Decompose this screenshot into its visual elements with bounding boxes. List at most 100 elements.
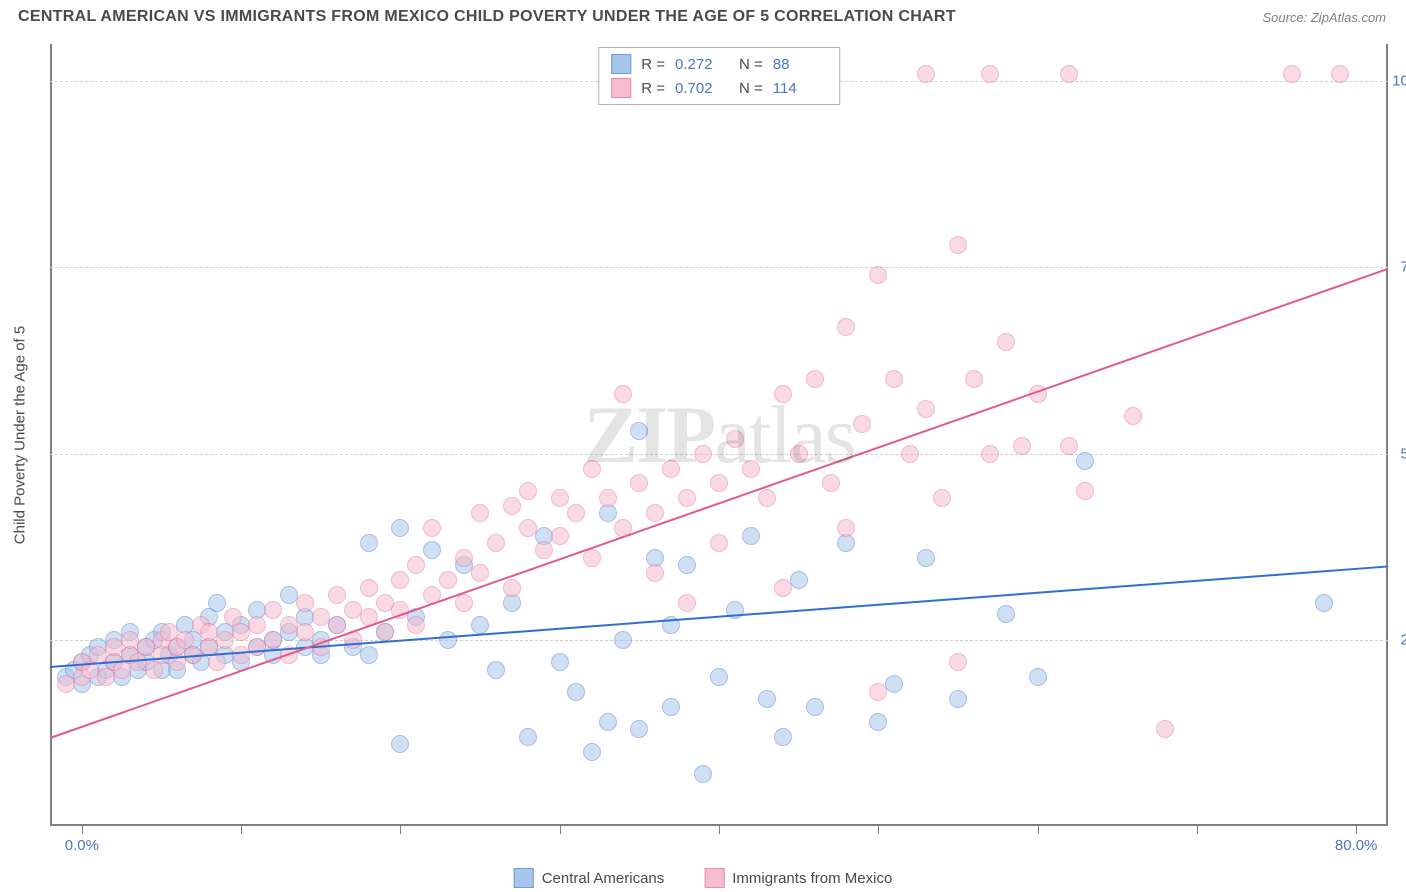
scatter-point <box>551 489 569 507</box>
y-axis-line-right <box>1386 44 1388 826</box>
scatter-point <box>949 236 967 254</box>
scatter-point <box>487 534 505 552</box>
scatter-point <box>519 728 537 746</box>
scatter-point <box>901 445 919 463</box>
scatter-point <box>646 564 664 582</box>
scatter-point <box>583 743 601 761</box>
x-tick-label: 80.0% <box>1335 837 1378 854</box>
scatter-point <box>965 370 983 388</box>
scatter-point <box>296 594 314 612</box>
scatter-point <box>774 385 792 403</box>
scatter-point <box>328 586 346 604</box>
legend-item: Immigrants from Mexico <box>704 868 892 888</box>
scatter-point <box>439 571 457 589</box>
scatter-point <box>471 564 489 582</box>
legend-item: Central Americans <box>514 868 665 888</box>
stat-n-value: 88 <box>773 56 827 73</box>
legend-swatch <box>611 78 631 98</box>
scatter-point <box>376 623 394 641</box>
scatter-point <box>774 728 792 746</box>
scatter-point <box>949 653 967 671</box>
scatter-point <box>423 541 441 559</box>
gridline <box>50 454 1388 455</box>
x-tick-label: 0.0% <box>65 837 99 854</box>
scatter-point <box>997 605 1015 623</box>
scatter-point <box>646 504 664 522</box>
x-tick <box>82 826 83 834</box>
scatter-point <box>710 668 728 686</box>
scatter-point <box>391 735 409 753</box>
chart-plot-area: Child Poverty Under the Age of 5 25.0%50… <box>50 44 1388 826</box>
chart-title: CENTRAL AMERICAN VS IMMIGRANTS FROM MEXI… <box>18 8 956 26</box>
scatter-point <box>455 549 473 567</box>
scatter-point <box>360 534 378 552</box>
scatter-point <box>822 474 840 492</box>
scatter-point <box>742 460 760 478</box>
stat-n-label: N = <box>739 56 763 73</box>
scatter-point <box>535 541 553 559</box>
scatter-point <box>599 489 617 507</box>
stats-row: R = 0.272 N = 88 <box>611 52 827 76</box>
stat-n-label: N = <box>739 80 763 97</box>
y-tick-label: 25.0% <box>1400 631 1406 648</box>
scatter-point <box>694 765 712 783</box>
scatter-point <box>806 698 824 716</box>
scatter-point <box>742 527 760 545</box>
gridline <box>50 267 1388 268</box>
x-tick <box>1356 826 1357 834</box>
scatter-point <box>806 370 824 388</box>
correlation-stats-box: R =0.272N =88R =0.702N =114 <box>598 47 840 105</box>
stat-n-value: 114 <box>773 80 827 97</box>
stats-row: R =0.702N =114 <box>611 76 827 100</box>
scatter-point <box>790 571 808 589</box>
scatter-point <box>583 549 601 567</box>
scatter-point <box>678 556 696 574</box>
scatter-point <box>710 474 728 492</box>
scatter-point <box>981 65 999 83</box>
scatter-point <box>869 713 887 731</box>
scatter-point <box>503 579 521 597</box>
scatter-point <box>949 690 967 708</box>
y-tick-label: 50.0% <box>1400 445 1406 462</box>
y-axis-line-left <box>50 44 52 826</box>
scatter-point <box>790 445 808 463</box>
scatter-point <box>1283 65 1301 83</box>
scatter-point <box>1331 65 1349 83</box>
x-tick <box>719 826 720 834</box>
scatter-point <box>360 579 378 597</box>
scatter-point <box>869 266 887 284</box>
scatter-point <box>264 631 282 649</box>
scatter-point <box>423 519 441 537</box>
scatter-point <box>917 65 935 83</box>
y-tick-label: 100.0% <box>1392 73 1406 90</box>
x-tick <box>560 826 561 834</box>
scatter-point <box>471 504 489 522</box>
chart-legend: Central Americans Immigrants from Mexico <box>514 868 893 888</box>
scatter-point <box>391 519 409 537</box>
x-tick <box>878 826 879 834</box>
scatter-point <box>981 445 999 463</box>
stat-r-label: R = <box>641 56 665 73</box>
scatter-point <box>997 333 1015 351</box>
scatter-point <box>208 594 226 612</box>
scatter-point <box>519 482 537 500</box>
scatter-point <box>567 504 585 522</box>
scatter-point <box>614 631 632 649</box>
scatter-point <box>662 698 680 716</box>
scatter-point <box>1076 452 1094 470</box>
scatter-point <box>885 675 903 693</box>
scatter-point <box>630 474 648 492</box>
scatter-point <box>837 318 855 336</box>
source-attribution: Source: ZipAtlas.com <box>1262 10 1386 25</box>
scatter-point <box>391 571 409 589</box>
stat-r-value: 0.272 <box>675 56 729 73</box>
scatter-point <box>1060 437 1078 455</box>
scatter-point <box>248 616 266 634</box>
scatter-point <box>678 489 696 507</box>
scatter-point <box>694 445 712 463</box>
scatter-point <box>758 489 776 507</box>
scatter-point <box>630 422 648 440</box>
scatter-point <box>1013 437 1031 455</box>
scatter-point <box>296 623 314 641</box>
scatter-point <box>471 616 489 634</box>
